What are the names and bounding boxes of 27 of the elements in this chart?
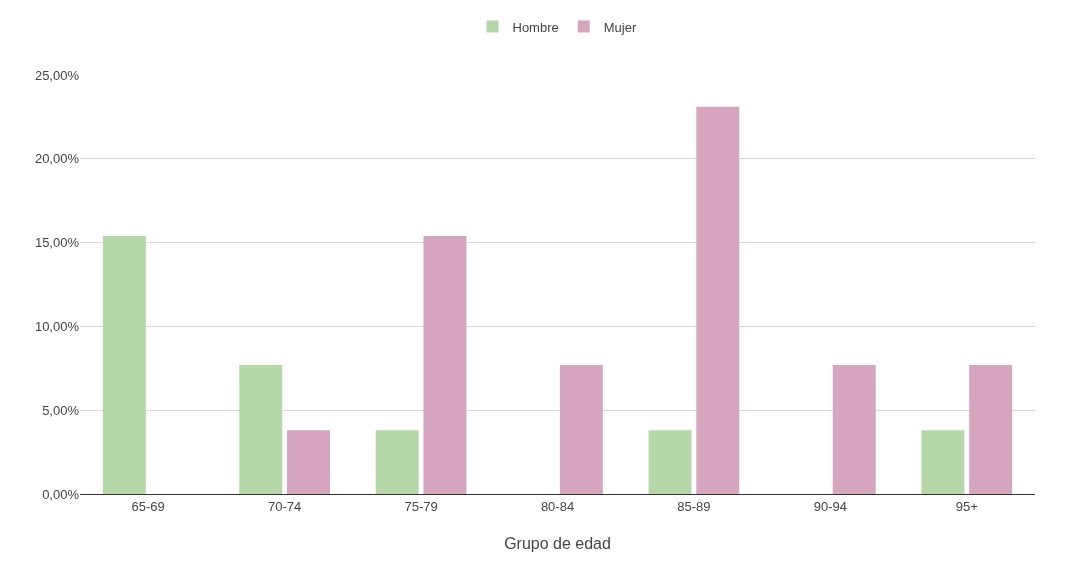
bar — [832, 364, 876, 494]
x-tick-label: 75-79 — [404, 498, 438, 514]
y-tick-label: 10,00% — [34, 318, 80, 334]
y-tick-label: 5,00% — [42, 402, 80, 418]
y-tick-label: 0,00% — [42, 486, 80, 502]
bar — [239, 364, 283, 494]
x-tick-label: 80-84 — [540, 498, 575, 514]
x-tick-label: 70-74 — [268, 498, 302, 514]
x-tick-label: 85-89 — [677, 498, 711, 514]
bar — [287, 430, 331, 494]
x-tick-label: 90-94 — [813, 498, 847, 514]
legend-label: Hombre — [512, 19, 559, 35]
y-tick-label: 15,00% — [34, 235, 80, 251]
x-axis-title: Grupo de edad — [504, 535, 611, 553]
bar — [375, 430, 419, 494]
legend-label: Mujer — [603, 19, 637, 35]
bar — [423, 235, 467, 494]
bar — [102, 235, 146, 494]
bar — [969, 364, 1013, 494]
x-tick-label: 95+ — [955, 498, 978, 514]
bar — [696, 106, 740, 494]
y-tick-label: 20,00% — [34, 151, 80, 167]
x-tick-label: 65-69 — [131, 498, 165, 514]
bar — [648, 430, 692, 494]
y-tick-label: 25,00% — [34, 67, 80, 83]
bar — [559, 364, 603, 494]
bar — [921, 430, 965, 494]
